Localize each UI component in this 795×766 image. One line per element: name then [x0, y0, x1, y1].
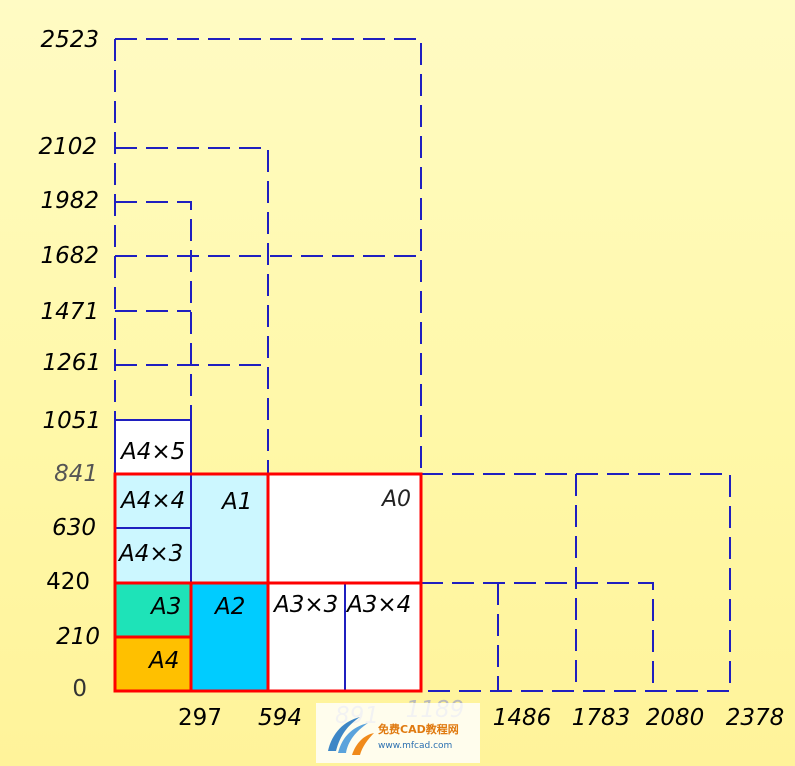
sheet-a4	[115, 637, 191, 691]
watermark-url: www.mfcad.com	[378, 741, 453, 751]
y-label-1471: 1471	[40, 299, 99, 325]
red-outlines	[113, 472, 423, 693]
watermark-logo	[328, 717, 374, 755]
x-label-2378: 2378	[725, 705, 785, 731]
x-label-2080: 2080	[645, 705, 705, 731]
dashed-extensions	[114, 38, 731, 692]
sheet-a3	[115, 583, 191, 637]
x-label-297: 297	[178, 705, 222, 731]
sheet-label-a4: A4	[149, 648, 180, 674]
x-label-1486: 1486	[492, 705, 552, 731]
y-label-0: 0	[72, 676, 87, 702]
y-label-1982: 1982	[40, 188, 99, 214]
sheet-label-a4x4: A4×4	[121, 488, 186, 514]
sheet-a2	[191, 583, 268, 691]
y-label-630: 630	[52, 515, 96, 541]
y-label-420: 420	[46, 569, 90, 595]
x-label-594: 594	[258, 705, 302, 731]
x-label-1783: 1783	[571, 705, 631, 731]
sheet-a4x5	[115, 420, 191, 474]
sheet-label-a1: A1	[222, 489, 253, 515]
sheet-label-a0: A0	[382, 487, 412, 512]
sheet-label-a3: A3	[151, 594, 182, 620]
sheet-label-a4x5: A4×5	[121, 439, 186, 465]
watermark-brand: 免费CAD教程网	[378, 723, 459, 736]
y-label-1261: 1261	[42, 350, 101, 376]
sheet-label-a2: A2	[215, 594, 246, 620]
y-label-1051: 1051	[42, 408, 101, 434]
y-label-210: 210	[56, 624, 100, 650]
y-label-2102: 2102	[38, 134, 97, 160]
sheet-label-a4x3: A4×3	[119, 541, 184, 567]
sheet-label-a3x4: A3×4	[347, 592, 412, 618]
watermark: 免费CAD教程网 www.mfcad.com	[316, 703, 480, 763]
sheet-label-a3x3: A3×3	[274, 592, 339, 618]
y-label-1682: 1682	[40, 243, 99, 269]
y-label-2523: 2523	[40, 27, 99, 53]
y-label-841: 841	[54, 461, 98, 487]
